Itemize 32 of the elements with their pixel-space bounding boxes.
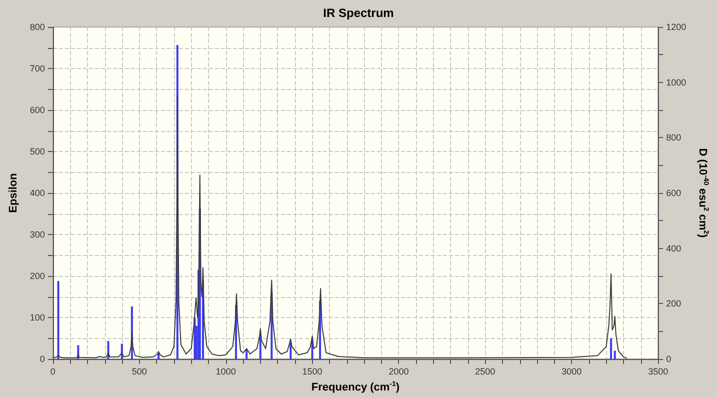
x-tick-label: 3000 [562, 366, 582, 376]
y-axis-title: Epsilon [8, 172, 20, 213]
x-tick-label: 1500 [302, 366, 322, 376]
bar [610, 338, 612, 359]
y2-tick-label: 0 [666, 354, 672, 364]
y2-tick-label: 400 [666, 243, 682, 254]
y-tick-label: 600 [30, 105, 45, 115]
y-tick-label: 500 [30, 146, 45, 156]
y-tick-label: 0 [40, 354, 45, 364]
y-tick-label: 100 [30, 312, 45, 322]
bar [57, 280, 60, 359]
x-tick-label: 0 [50, 366, 56, 376]
x-tick-label: 3500 [648, 366, 668, 376]
x-tick-label: 2500 [475, 366, 496, 376]
y2-tick-label: 1200 [666, 22, 686, 32]
bar [290, 342, 292, 359]
bar [614, 350, 616, 359]
y2-tick-label: 200 [666, 298, 682, 309]
y-tick-label: 400 [30, 188, 45, 198]
y-tick-label: 700 [30, 64, 45, 74]
y-tick-label: 800 [30, 22, 45, 32]
line-series [52, 97, 628, 359]
x-tick-label: 2000 [388, 366, 409, 376]
x-tick-label: 1000 [216, 366, 236, 376]
y2-tick-label: 1000 [666, 77, 686, 88]
bar [246, 349, 248, 359]
y2-tick-label: 800 [666, 132, 682, 143]
chart-title: IR Spectrum [323, 6, 394, 20]
y-tick-label: 200 [30, 271, 45, 281]
x-tick-label: 500 [132, 366, 147, 376]
y-tick-label: 300 [30, 230, 45, 240]
y2-tick-label: 600 [666, 188, 682, 198]
